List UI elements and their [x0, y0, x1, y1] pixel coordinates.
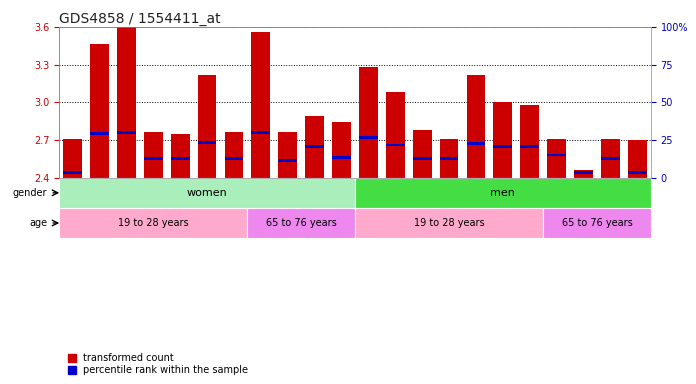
Bar: [413, 130, 432, 178]
Bar: [574, 170, 593, 178]
Bar: [493, 102, 512, 178]
Bar: [247, 208, 355, 238]
Bar: [355, 208, 543, 238]
Bar: [359, 67, 378, 178]
Bar: [171, 157, 189, 160]
Bar: [628, 171, 647, 174]
Bar: [493, 145, 512, 148]
Bar: [359, 136, 378, 139]
Bar: [355, 178, 651, 208]
Bar: [628, 140, 647, 178]
Bar: [171, 134, 189, 178]
Bar: [63, 139, 82, 178]
Bar: [144, 157, 163, 160]
Bar: [225, 132, 244, 178]
Text: men: men: [491, 188, 515, 198]
Bar: [547, 154, 566, 157]
Text: 19 to 28 years: 19 to 28 years: [413, 218, 484, 228]
Bar: [278, 132, 297, 178]
Bar: [386, 144, 404, 146]
Bar: [117, 27, 136, 178]
Text: 65 to 76 years: 65 to 76 years: [266, 218, 337, 228]
Bar: [466, 142, 485, 145]
Bar: [521, 105, 539, 178]
Bar: [440, 157, 459, 160]
Bar: [306, 145, 324, 148]
Bar: [251, 131, 270, 134]
Bar: [90, 45, 109, 178]
Bar: [574, 171, 593, 174]
Bar: [278, 159, 297, 162]
Bar: [413, 157, 432, 160]
Legend: transformed count, percentile rank within the sample: transformed count, percentile rank withi…: [64, 349, 253, 379]
Bar: [59, 178, 355, 208]
Bar: [117, 131, 136, 134]
Bar: [386, 92, 404, 178]
Bar: [251, 32, 270, 178]
Bar: [543, 208, 651, 238]
Bar: [521, 145, 539, 148]
Text: age: age: [29, 218, 47, 228]
Bar: [90, 132, 109, 135]
Bar: [332, 122, 351, 178]
Text: GDS4858 / 1554411_at: GDS4858 / 1554411_at: [59, 12, 221, 26]
Bar: [306, 116, 324, 178]
Bar: [547, 139, 566, 178]
Bar: [440, 139, 459, 178]
Text: gender: gender: [13, 188, 47, 198]
Bar: [466, 74, 485, 178]
Bar: [225, 157, 244, 160]
Bar: [198, 74, 216, 178]
Text: women: women: [187, 188, 228, 198]
Text: 65 to 76 years: 65 to 76 years: [562, 218, 633, 228]
Text: 19 to 28 years: 19 to 28 years: [118, 218, 189, 228]
Bar: [144, 132, 163, 178]
Bar: [601, 157, 620, 160]
Bar: [332, 156, 351, 159]
Bar: [63, 171, 82, 174]
Bar: [601, 139, 620, 178]
Bar: [59, 208, 247, 238]
Bar: [198, 141, 216, 144]
